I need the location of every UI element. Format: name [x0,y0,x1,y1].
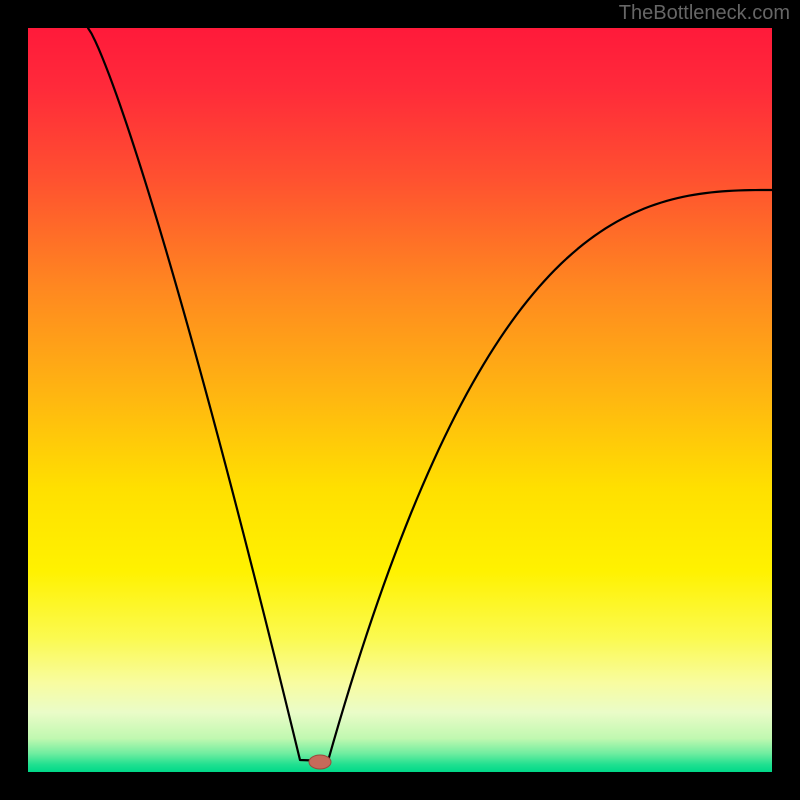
watermark-text: TheBottleneck.com [619,2,790,25]
optimal-point-marker [309,755,331,769]
chart-container: TheBottleneck.com [0,0,800,800]
bottleneck-chart [0,0,800,800]
plot-background [28,28,772,772]
